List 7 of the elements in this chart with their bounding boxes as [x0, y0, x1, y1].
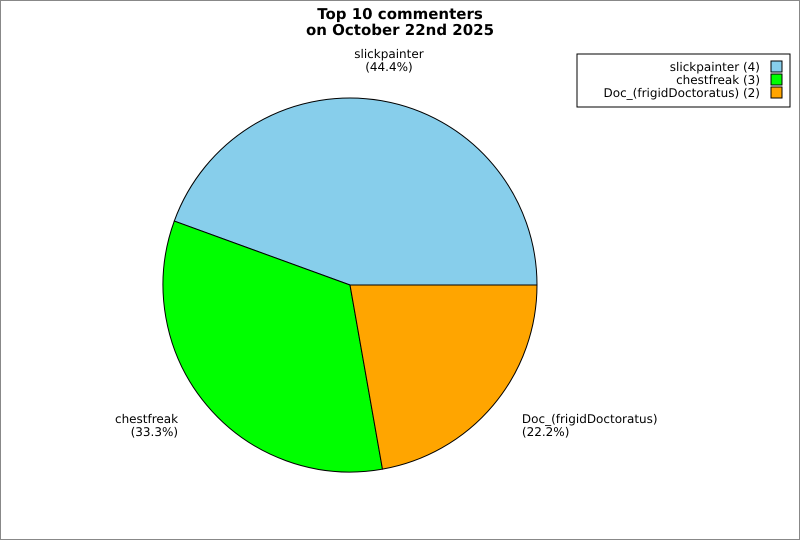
legend-label: chestfreak (3): [676, 73, 760, 87]
data-label: chestfreak (33.3%): [114, 412, 178, 440]
chart-title: Top 10 commenters on October 22nd 2025: [306, 5, 494, 39]
legend-label: Doc_(frigidDoctoratus) (2): [604, 86, 760, 100]
legend-label: slickpainter (4): [670, 60, 760, 74]
data-label: slickpainter (44.4%): [354, 47, 424, 74]
data-label: Doc_(frigidDoctoratus) (22.2%): [522, 412, 658, 440]
